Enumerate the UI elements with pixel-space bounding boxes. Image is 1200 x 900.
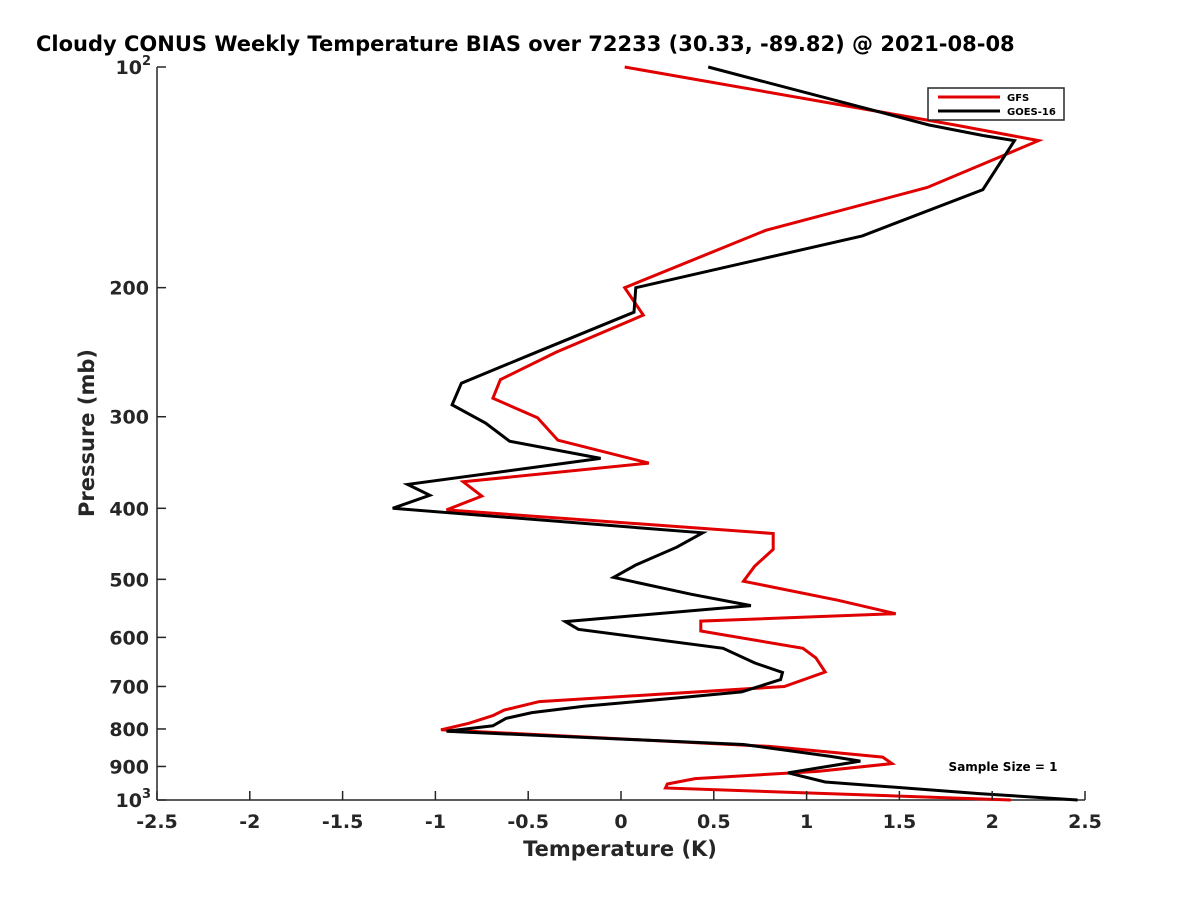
y-tick-label: 102 <box>116 54 152 79</box>
x-axis-ticks: -2.5 -2 -1.5 -1 -0.5 0 0.5 1 1.5 2 2.5 <box>136 791 1102 833</box>
series-line-gfs <box>440 65 1044 802</box>
x-tick-label: 1.5 <box>883 811 917 833</box>
legend-label-gfs: GFS <box>1007 93 1029 104</box>
x-tick-label: 2 <box>986 811 999 833</box>
y-tick-label: 200 <box>109 278 149 300</box>
y-axis-ticks: 102 200 300 400 500 600 700 800 900 103 <box>109 54 166 812</box>
legend-box <box>927 87 1065 121</box>
legend-label-goes-16: GOES-16 <box>1007 107 1056 118</box>
y-tick-label: 800 <box>109 719 149 741</box>
y-tick-label: 700 <box>109 676 149 698</box>
x-tick-label: 0 <box>614 811 627 833</box>
x-tick-label: 2.5 <box>1068 811 1102 833</box>
x-tick-label: 0.5 <box>697 811 731 833</box>
x-tick-label: -1 <box>425 811 446 833</box>
y-tick-label: 500 <box>109 569 149 591</box>
x-tick-label: -2 <box>239 811 260 833</box>
x-tick-label: -0.5 <box>507 811 549 833</box>
sample-size-annotation: Sample Size = 1 <box>949 760 1058 774</box>
x-tick-label: 1 <box>800 811 813 833</box>
x-tick-label: -2.5 <box>136 811 178 833</box>
y-tick-label: 900 <box>109 756 149 778</box>
plot-axes <box>156 67 1085 801</box>
chart-title: Cloudy CONUS Weekly Temperature BIAS ove… <box>36 32 1015 56</box>
legend: GFS GOES-16 <box>927 87 1065 121</box>
series-layer <box>392 65 1078 802</box>
x-axis-label: Temperature (K) <box>523 837 717 861</box>
y-tick-label: 400 <box>109 498 149 520</box>
y-axis-label: Pressure (mb) <box>75 349 99 517</box>
x-tick-label: -1.5 <box>322 811 364 833</box>
y-tick-label: 600 <box>109 627 149 649</box>
series-line-goes-16 <box>392 65 1078 802</box>
y-tick-label: 103 <box>116 787 152 812</box>
y-tick-label: 300 <box>109 407 149 429</box>
